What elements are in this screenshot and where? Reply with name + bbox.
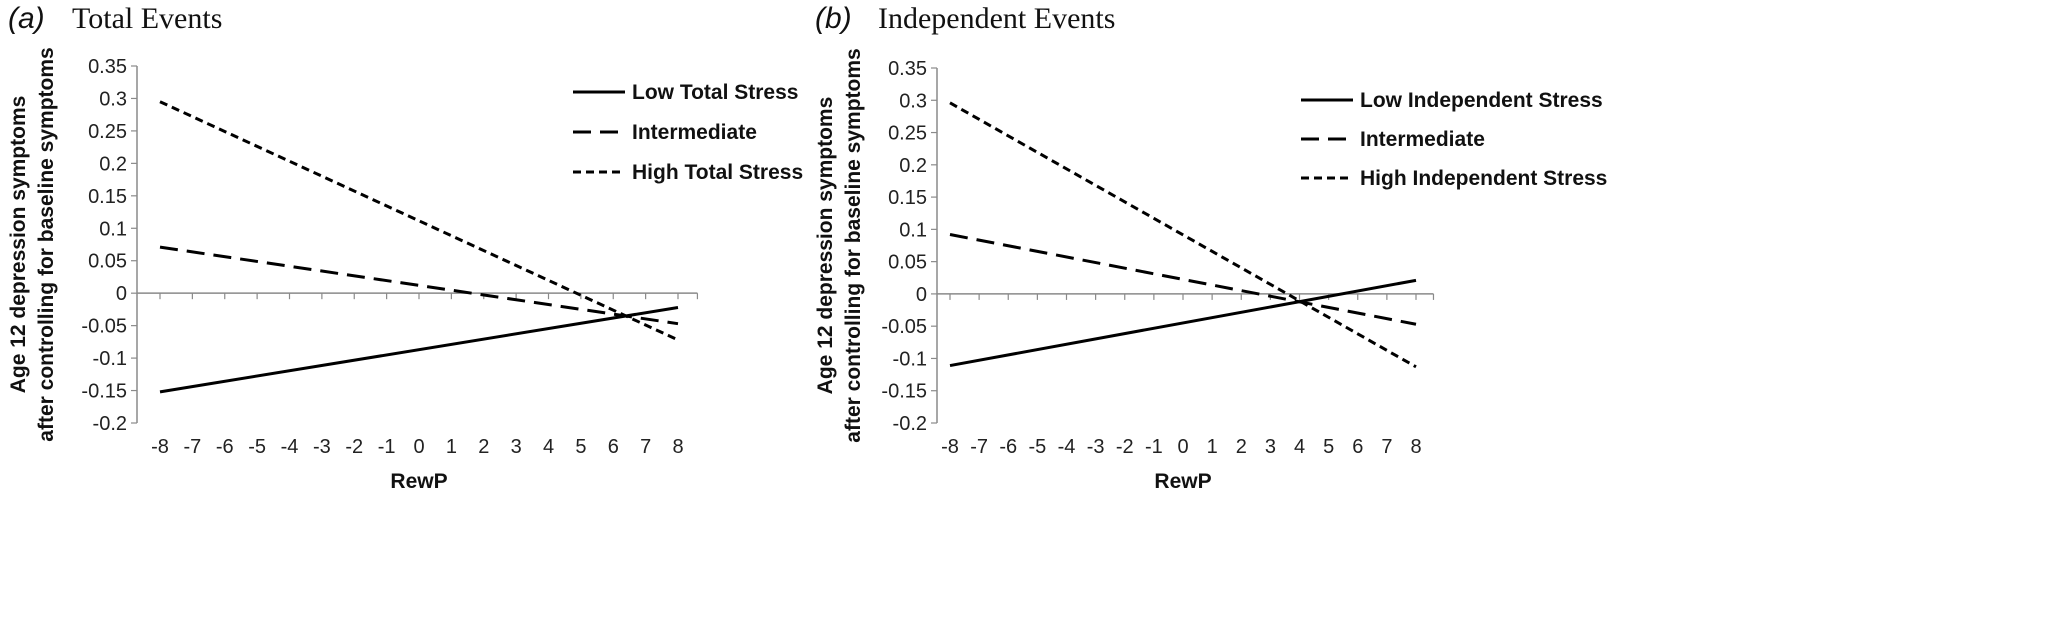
legend-label: Low Independent Stress — [1360, 89, 1603, 112]
y-tick-label: 0 — [916, 284, 927, 306]
y-tick-label: 0.15 — [88, 186, 127, 208]
x-tick-label: -7 — [183, 436, 201, 458]
panel-label: (a) — [8, 2, 45, 35]
x-tick-label: 8 — [672, 436, 683, 458]
x-tick-label: -5 — [248, 436, 266, 458]
y-axis-title-line-2: after controlling for baseline symptoms — [35, 47, 58, 441]
y-tick-label: -0.1 — [893, 348, 927, 370]
y-tick-label: 0.05 — [88, 251, 127, 273]
x-tick-label: 4 — [1294, 436, 1305, 458]
chart-title: Total Events — [72, 2, 222, 35]
x-tick-label: -6 — [999, 436, 1017, 458]
x-tick-label: -8 — [941, 436, 959, 458]
y-tick-label: 0.2 — [99, 153, 127, 175]
y-tick-label: -0.2 — [93, 413, 127, 435]
y-tick-label: -0.15 — [881, 381, 927, 403]
y-axis-title-line-1: Age 12 depression symptoms — [814, 97, 837, 395]
chart-panel-b: (b) Independent Events -0.2 -0.15 -0.1 -0.05 0… — [814, 2, 1607, 493]
series-line-long-dash — [949, 233, 1417, 326]
y-tick-label: -0.2 — [893, 413, 927, 435]
legend-label: Low Total Stress — [632, 81, 798, 104]
x-tick-label: 7 — [1381, 436, 1392, 458]
y-tick-label: 0.25 — [88, 121, 127, 143]
x-tick-label: -5 — [1028, 436, 1046, 458]
panel-label: (b) — [815, 2, 852, 35]
x-tick-label: 3 — [511, 436, 522, 458]
y-tick-label: 0.05 — [888, 252, 927, 274]
x-tick-label: 0 — [413, 436, 424, 458]
x-tick-label: -1 — [378, 436, 396, 458]
x-tick-label: -4 — [281, 436, 299, 458]
x-tick-label: -8 — [151, 436, 169, 458]
x-tick-label: -4 — [1058, 436, 1076, 458]
y-tick-label: -0.15 — [81, 381, 127, 403]
x-tick-label: -6 — [216, 436, 234, 458]
x-tick-label: 3 — [1265, 436, 1276, 458]
y-tick-label: 0.3 — [99, 88, 127, 110]
x-tick-label: 2 — [1236, 436, 1247, 458]
y-tick-label: 0 — [116, 283, 127, 305]
legend-label: Intermediate — [632, 121, 757, 144]
chart-panel-a: (a) Total Events -0.2 -0.15 -0.1 -0.05 0 0.05 0.… — [7, 2, 803, 493]
x-tick-label: 6 — [1352, 436, 1363, 458]
x-tick-label: -2 — [1116, 436, 1134, 458]
y-tick-label: 0.1 — [899, 219, 927, 241]
y-tick-label: 0.2 — [899, 155, 927, 177]
x-tick-label: -2 — [345, 436, 363, 458]
y-tick-label: -0.1 — [93, 348, 127, 370]
x-axis-title: RewP — [390, 470, 447, 493]
x-tick-label: 6 — [608, 436, 619, 458]
x-tick-label: 7 — [640, 436, 651, 458]
x-tick-label: 0 — [1177, 436, 1188, 458]
y-tick-label: 0.15 — [888, 187, 927, 209]
x-tick-label: 4 — [543, 436, 554, 458]
series-line-short-dash — [949, 101, 1417, 369]
x-tick-label: -3 — [313, 436, 331, 458]
y-tick-label: 0.25 — [888, 123, 927, 145]
y-tick-label: 0.3 — [899, 90, 927, 112]
x-tick-label: -1 — [1145, 436, 1163, 458]
x-tick-label: 8 — [1410, 436, 1421, 458]
series-line-solid — [949, 278, 1417, 368]
y-tick-label: 0.1 — [99, 218, 127, 240]
x-tick-label: -7 — [970, 436, 988, 458]
legend-label: High Independent Stress — [1360, 167, 1607, 190]
chart-title: Independent Events — [878, 2, 1115, 35]
series-line-solid — [159, 305, 679, 394]
x-tick-label: 5 — [575, 436, 586, 458]
x-tick-label: 1 — [446, 436, 457, 458]
legend-label: Intermediate — [1360, 128, 1485, 151]
x-tick-label: -3 — [1087, 436, 1105, 458]
y-tick-label: -0.05 — [881, 316, 927, 338]
y-tick-label: 0.35 — [88, 56, 127, 78]
series-line-short-dash — [159, 100, 679, 342]
series-line-long-dash — [159, 245, 679, 326]
y-tick-label: -0.05 — [81, 316, 127, 338]
x-tick-label: 5 — [1323, 436, 1334, 458]
y-axis-title-line-1: Age 12 depression symptoms — [7, 96, 30, 394]
legend-label: High Total Stress — [632, 161, 803, 184]
y-tick-label: 0.35 — [888, 58, 927, 80]
y-axis-title-line-2: after controlling for baseline symptoms — [842, 48, 865, 442]
x-axis-title: RewP — [1154, 470, 1211, 493]
x-tick-label: 2 — [478, 436, 489, 458]
x-tick-label: 1 — [1207, 436, 1218, 458]
